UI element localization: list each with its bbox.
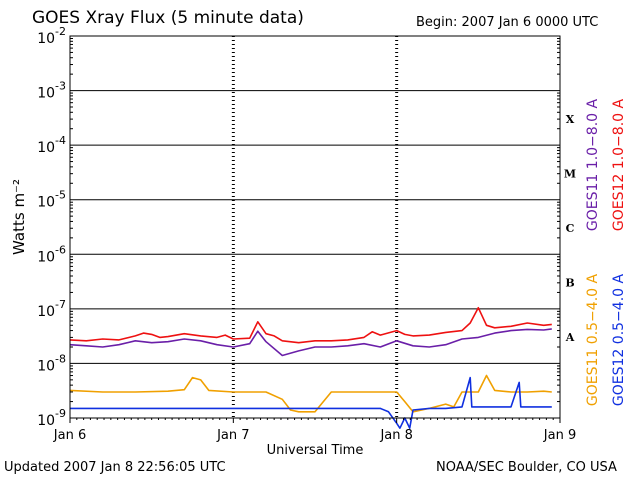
y-tick-label-6: 10-8 bbox=[37, 352, 66, 374]
flare-class-M: M bbox=[564, 167, 576, 180]
y-tick-label-7: 10-9 bbox=[37, 407, 66, 429]
x-axis-label: Universal Time bbox=[267, 443, 364, 458]
series-line-3 bbox=[70, 376, 552, 430]
begin-time: Begin: 2007 Jan 6 0000 UTC bbox=[416, 15, 599, 30]
y-tick-label-5: 10-7 bbox=[37, 298, 66, 320]
y-axis-label: Watts m⁻² bbox=[10, 179, 28, 255]
legend-short-1: GOES12 0.5−4.0 A bbox=[611, 274, 627, 407]
flare-class-A: A bbox=[565, 331, 575, 344]
plot-grid bbox=[70, 35, 560, 419]
plot-border bbox=[69, 35, 561, 419]
series-lines bbox=[69, 306, 552, 430]
flare-class-B: B bbox=[565, 277, 574, 290]
series-line-2 bbox=[69, 374, 552, 413]
flare-class-C: C bbox=[566, 222, 575, 235]
y-tick-label-1: 10-3 bbox=[37, 80, 66, 102]
x-tick-label-3: Jan 9 bbox=[543, 428, 576, 443]
x-tick-label-2: Jan 8 bbox=[379, 428, 412, 443]
legend-long-1: GOES12 1.0−8.0 A bbox=[611, 99, 627, 232]
series-line-1 bbox=[69, 328, 552, 357]
chart-title: GOES Xray Flux (5 minute data) bbox=[32, 8, 304, 28]
x-tick-label-0: Jan 6 bbox=[53, 428, 86, 443]
series-line-0 bbox=[69, 306, 552, 344]
legend-short-0: GOES11 0.5−4.0 A bbox=[585, 274, 601, 407]
legend-long-0: GOES11 1.0−8.0 A bbox=[585, 99, 601, 232]
y-tick-label-3: 10-5 bbox=[37, 189, 66, 211]
y-tick-label-2: 10-4 bbox=[37, 134, 66, 156]
y-tick-label-0: 10-2 bbox=[37, 25, 66, 47]
x-tick-label-1: Jan 7 bbox=[216, 428, 249, 443]
updated-time: Updated 2007 Jan 8 22:56:05 UTC bbox=[4, 460, 226, 475]
y-tick-label-4: 10-6 bbox=[37, 243, 66, 265]
plot-frame bbox=[69, 35, 561, 423]
flare-class-X: X bbox=[566, 113, 575, 126]
source-credit: NOAA/SEC Boulder, CO USA bbox=[436, 460, 617, 475]
